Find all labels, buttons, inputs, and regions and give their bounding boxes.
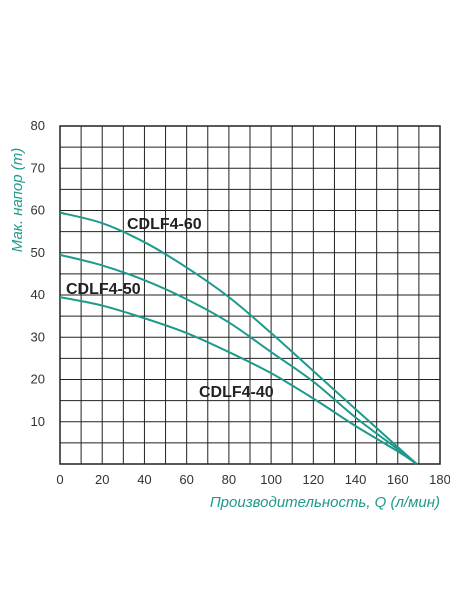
x-tick-label: 0 — [56, 472, 63, 487]
series-line-cdlf4-60 — [59, 211, 418, 465]
series-label-cdlf4-60: CDLF4-60 — [127, 216, 202, 233]
y-tick-label: 30 — [31, 329, 45, 344]
y-axis-title: Мак. напор (m) — [9, 148, 26, 252]
y-tick-label: 60 — [31, 203, 45, 218]
x-tick-label: 160 — [387, 472, 409, 487]
series-label-cdlf4-40: CDLF4-40 — [199, 384, 274, 401]
y-tick-label: 70 — [31, 160, 45, 175]
x-tick-label: 60 — [179, 472, 193, 487]
x-tick-label: 140 — [345, 472, 367, 487]
series-line-cdlf4-50 — [59, 253, 418, 465]
x-tick-label: 40 — [137, 472, 151, 487]
y-tick-label: 40 — [31, 287, 45, 302]
series-labels: CDLF4-60 CDLF4-50 CDLF4-40 — [66, 216, 274, 401]
series-label-cdlf4-50: CDLF4-50 — [66, 281, 141, 298]
series-line-cdlf4-40 — [59, 296, 418, 465]
y-tick-label: 10 — [31, 414, 45, 429]
x-tick-label: 100 — [260, 472, 282, 487]
plot-frame — [59, 125, 441, 465]
x-tick-label: 120 — [302, 472, 324, 487]
y-tick-label: 50 — [31, 245, 45, 260]
y-tick-label: 80 — [31, 118, 45, 133]
x-tick-label: 180 — [429, 472, 450, 487]
grid — [59, 125, 441, 465]
tick-labels: 0 20 40 60 80 100 120 140 160 180 10 20 30 40 50 60 70 80 — [31, 118, 450, 487]
x-tick-label: 20 — [95, 472, 109, 487]
x-axis-title: Производительность, Q (л/мин) — [210, 494, 440, 511]
performance-curves — [59, 211, 418, 465]
x-tick-label: 80 — [222, 472, 236, 487]
y-tick-label: 20 — [31, 372, 45, 387]
